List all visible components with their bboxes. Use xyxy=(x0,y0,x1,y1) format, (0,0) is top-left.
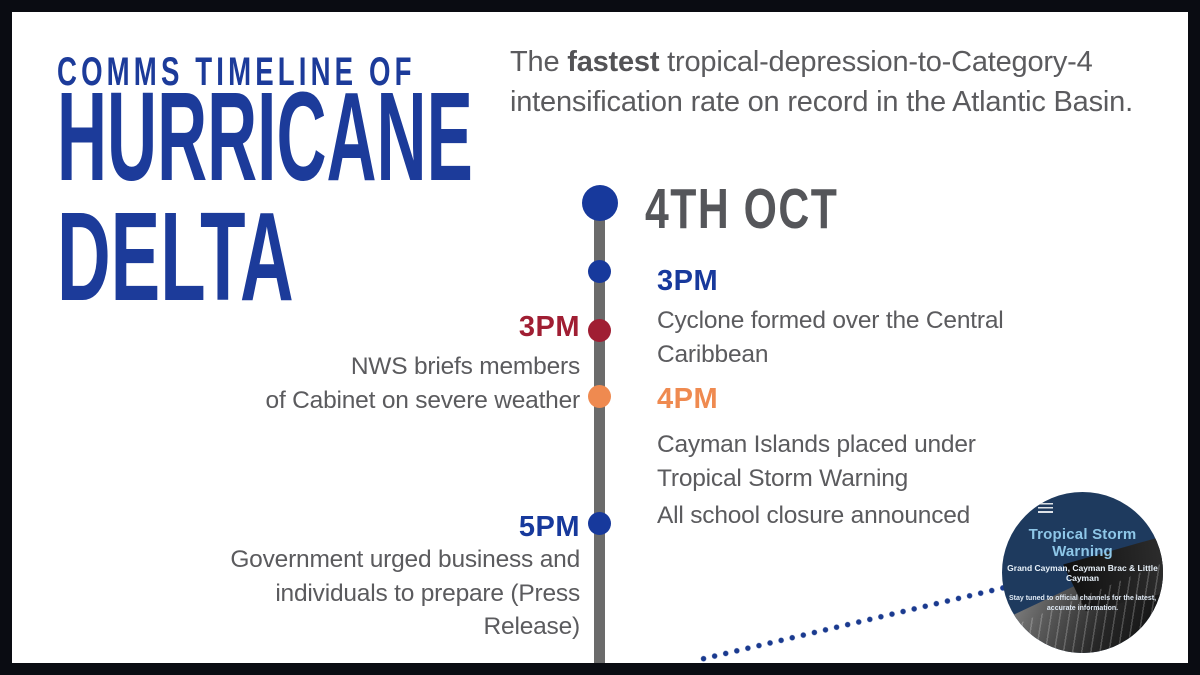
event-text-storm-warning: Cayman Islands placed under Tropical Sto… xyxy=(657,431,976,492)
event-text-government-urged: Government urged business and individual… xyxy=(230,546,580,640)
event-text-nws-briefs: NWS briefs members of Cabinet on severe … xyxy=(265,353,581,414)
subtitle-post: tropical-depression-to-Category-4 intens… xyxy=(510,46,1133,118)
storm-warning-badge: Tropical Storm Warning Grand Cayman, Cay… xyxy=(1002,492,1163,653)
event-time-3pm-left: 3PM xyxy=(518,311,580,343)
infographic-canvas: COMMS TIMELINE OF HURRICANE DELTA The fa… xyxy=(12,12,1188,663)
title-kicker-text: COMMS TIMELINE OF xyxy=(57,50,416,94)
page-title-line2: DELTA xyxy=(57,194,458,320)
page-title-line2-text: DELTA xyxy=(57,186,294,327)
event-text-cyclone-formed: Cyclone formed over the Central Caribbea… xyxy=(657,307,1004,368)
badge-subtitle: Grand Cayman, Cayman Brac & Little Cayma… xyxy=(1007,563,1158,583)
event-time-5pm: 5PM xyxy=(518,511,580,543)
event-dot-4pm xyxy=(588,385,611,408)
event-dot-5pm xyxy=(588,512,611,535)
dotted-connector-line xyxy=(697,582,1009,663)
date-header-text: 4TH OCT xyxy=(645,177,839,241)
timeline-bar xyxy=(594,202,605,663)
government-logo-icon xyxy=(1038,503,1053,513)
event-dot-3pm-right xyxy=(588,260,611,283)
badge-note: Stay tuned to official channels for the … xyxy=(1008,595,1157,612)
page-title-line1: HURRICANE xyxy=(57,74,813,200)
title-kicker: COMMS TIMELINE OF xyxy=(57,50,577,95)
subtitle-bold: fastest xyxy=(567,46,660,78)
page-title-line1-text: HURRICANE xyxy=(57,66,473,207)
badge-title: Tropical Storm Warning xyxy=(1028,526,1137,560)
event-dot-3pm-left xyxy=(588,319,611,342)
badge-content: Tropical Storm Warning Grand Cayman, Cay… xyxy=(1002,492,1163,653)
event-text-school-closure: All school closure announced xyxy=(657,502,971,529)
date-header: 4TH OCT xyxy=(645,176,903,242)
subtitle-pre: The xyxy=(510,46,568,78)
timeline-start-dot xyxy=(582,185,618,221)
event-time-3pm-right: 3PM xyxy=(657,265,719,297)
event-time-4pm: 4PM xyxy=(657,383,719,415)
subtitle-paragraph: The fastest tropical-depression-to-Categ… xyxy=(510,42,1188,122)
